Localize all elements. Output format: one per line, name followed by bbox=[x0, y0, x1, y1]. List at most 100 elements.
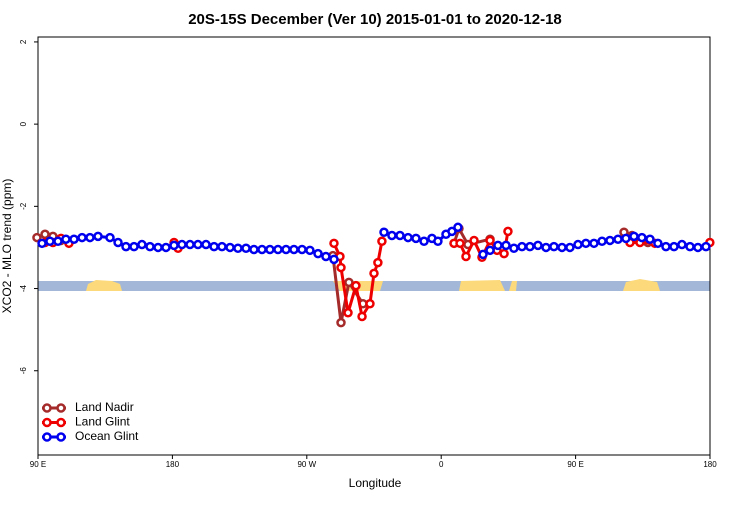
point bbox=[533, 240, 543, 251]
point bbox=[509, 243, 519, 254]
point bbox=[209, 241, 219, 252]
x-tick-label: 90 W bbox=[297, 460, 316, 469]
point bbox=[177, 239, 187, 250]
x-tick-label: 180 bbox=[703, 460, 717, 469]
point bbox=[661, 241, 671, 252]
point bbox=[645, 234, 655, 244]
point bbox=[137, 239, 147, 250]
y-tick-label: -2 bbox=[19, 202, 28, 210]
y-tick-label: 0 bbox=[19, 121, 28, 126]
point bbox=[395, 230, 405, 241]
point bbox=[77, 232, 87, 243]
point bbox=[433, 236, 443, 247]
x-axis-label: Longitude bbox=[349, 476, 402, 490]
point bbox=[447, 226, 457, 237]
point bbox=[153, 242, 163, 253]
point bbox=[121, 241, 131, 252]
y-axis-label: XCO2 - MLO trend (ppm) bbox=[0, 179, 14, 314]
point bbox=[53, 236, 63, 247]
point bbox=[273, 244, 283, 255]
point bbox=[685, 241, 695, 252]
point bbox=[249, 244, 259, 255]
point bbox=[69, 234, 79, 244]
point bbox=[549, 241, 559, 252]
point bbox=[455, 238, 465, 249]
point bbox=[40, 229, 50, 240]
point bbox=[289, 244, 299, 255]
point bbox=[379, 227, 389, 237]
point bbox=[336, 317, 346, 328]
point bbox=[365, 298, 375, 309]
point bbox=[217, 241, 227, 252]
point bbox=[225, 242, 235, 253]
point bbox=[344, 277, 354, 288]
land-patch bbox=[86, 280, 122, 291]
point bbox=[281, 244, 291, 255]
point bbox=[105, 232, 115, 243]
point bbox=[193, 239, 203, 250]
point bbox=[621, 233, 631, 244]
legend-marker bbox=[56, 403, 66, 413]
legend-label: Land Nadir bbox=[75, 400, 134, 414]
point bbox=[265, 244, 275, 255]
point bbox=[517, 241, 527, 252]
point bbox=[93, 231, 103, 242]
point bbox=[597, 236, 607, 247]
point bbox=[589, 238, 599, 249]
point bbox=[233, 243, 243, 254]
legend-marker bbox=[42, 417, 52, 428]
x-tick-label: 90 E bbox=[567, 460, 583, 469]
land-patch bbox=[459, 280, 517, 291]
legend-marker bbox=[56, 417, 66, 428]
point bbox=[493, 240, 503, 251]
point bbox=[557, 242, 567, 253]
point bbox=[701, 241, 711, 252]
point bbox=[169, 240, 179, 251]
point bbox=[61, 234, 71, 244]
land-patch bbox=[623, 279, 660, 291]
point bbox=[37, 238, 47, 249]
point bbox=[85, 232, 95, 243]
legend-marker bbox=[56, 432, 66, 442]
point bbox=[185, 239, 195, 250]
point bbox=[637, 232, 647, 243]
point bbox=[129, 241, 139, 252]
point bbox=[501, 240, 511, 251]
point bbox=[297, 244, 307, 255]
point bbox=[313, 248, 323, 259]
x-tick-label: 0 bbox=[439, 460, 444, 469]
point bbox=[525, 241, 535, 252]
point bbox=[161, 242, 171, 253]
point bbox=[329, 254, 339, 265]
point bbox=[453, 222, 463, 233]
point bbox=[387, 230, 397, 241]
point bbox=[45, 236, 55, 247]
point bbox=[581, 238, 591, 249]
point bbox=[369, 268, 379, 279]
point bbox=[669, 241, 679, 252]
point bbox=[257, 244, 267, 255]
point bbox=[373, 257, 383, 268]
point bbox=[541, 242, 551, 253]
point bbox=[469, 235, 479, 246]
point bbox=[241, 243, 251, 254]
x-tick-label: 180 bbox=[166, 460, 180, 469]
point bbox=[629, 231, 639, 242]
point bbox=[329, 238, 339, 249]
point bbox=[677, 239, 687, 250]
point bbox=[461, 251, 471, 262]
legend-marker bbox=[42, 403, 52, 413]
y-tick-label: -4 bbox=[19, 284, 28, 292]
point bbox=[32, 232, 42, 243]
point bbox=[351, 280, 361, 291]
point bbox=[357, 311, 367, 322]
point bbox=[305, 245, 315, 256]
point bbox=[499, 248, 509, 259]
legend-label: Land Glint bbox=[75, 415, 130, 429]
point bbox=[693, 242, 703, 253]
point bbox=[478, 249, 488, 260]
y-tick-label: 2 bbox=[19, 39, 28, 44]
point bbox=[113, 237, 123, 248]
point bbox=[503, 226, 513, 237]
point bbox=[336, 262, 346, 273]
